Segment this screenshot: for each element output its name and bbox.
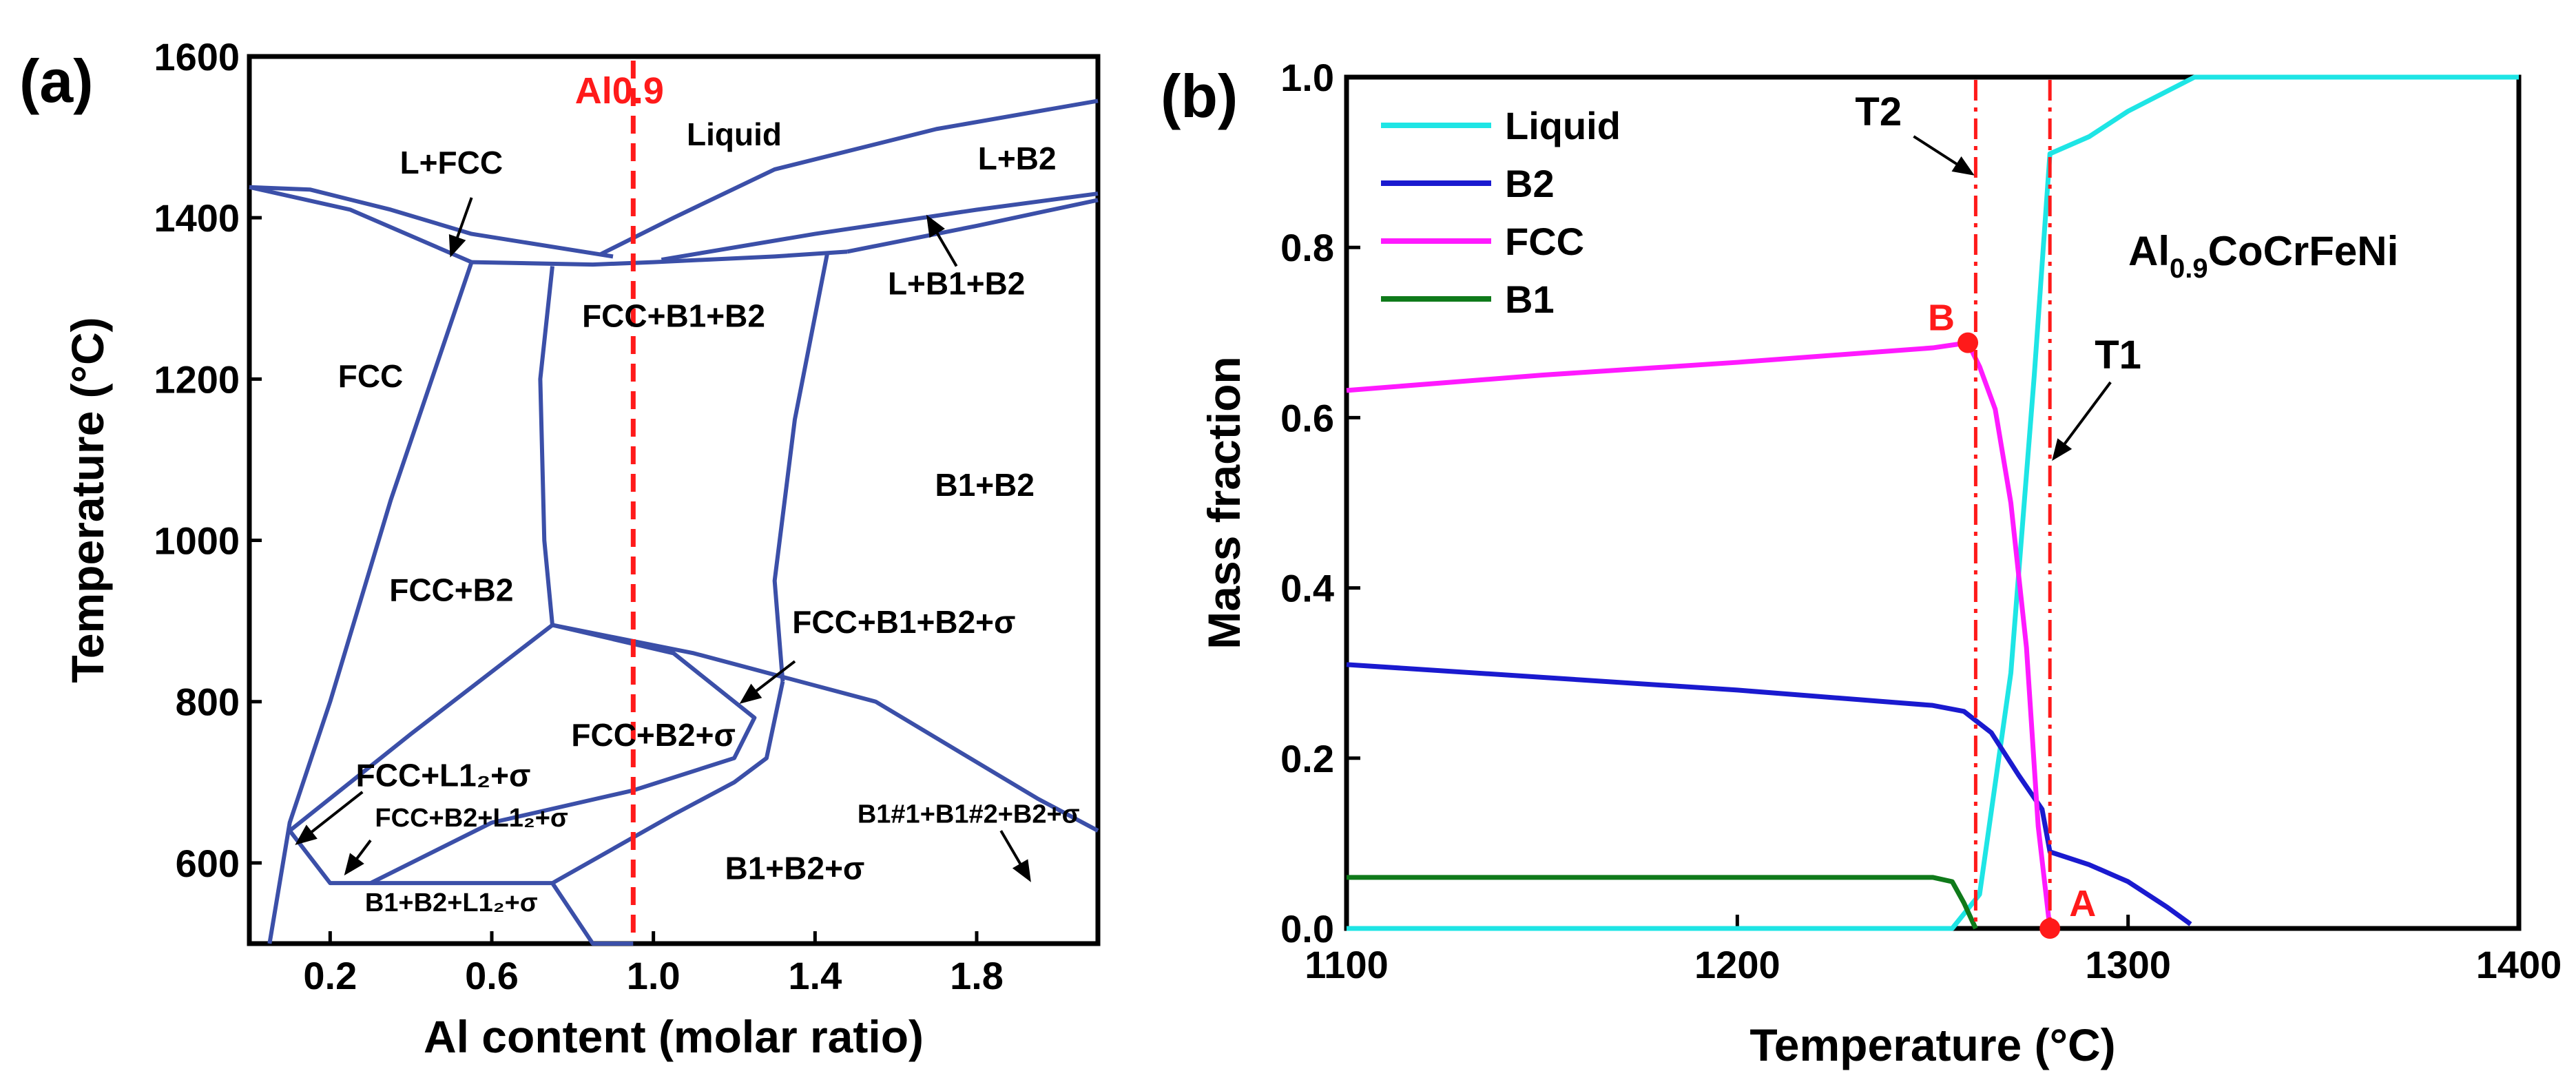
phase-region-label: L+B2	[978, 141, 1057, 176]
panel-a-y-axis-title: Temperature (°C)	[62, 317, 113, 683]
arrow-t1-head	[2052, 438, 2073, 461]
legend-label-b2: B2	[1505, 162, 1555, 205]
panel-b-x-tick-label: 1200	[1694, 943, 1780, 986]
panel-b-composition-label: Al0.9CoCrFeNi	[2128, 228, 2398, 284]
phase-boundary-L12-boundaries	[288, 829, 634, 946]
label-t1: T1	[2095, 333, 2141, 377]
label-t2: T2	[1855, 90, 1902, 134]
phase-boundary-liquidus-right	[600, 98, 1099, 256]
composition-sub: 0.9	[2170, 253, 2208, 284]
phase-boundary-solidus-left	[249, 185, 472, 264]
legend-label-liquid: Liquid	[1505, 104, 1621, 147]
point-b	[1957, 332, 1979, 353]
phase-boundary-solidus-mid	[471, 249, 848, 267]
phase-region-label: FCC+B1+B2+σ	[792, 604, 1015, 640]
phase-region-label: B1#1+B1#2+B2+σ	[858, 800, 1080, 829]
panel-b-x-tick-label: 1100	[1305, 943, 1389, 986]
composition-rest: CoCrFeNi	[2208, 228, 2399, 274]
panel-b-y-tick-label: 0.0	[1280, 907, 1334, 950]
panel-a-x-axis-title: Al content (molar ratio)	[424, 1011, 924, 1062]
phase-region-label: FCC+B2+σ	[571, 717, 736, 753]
phase-region-label: FCC+L1₂+σ	[356, 758, 531, 793]
arrow-b1-b1-b2-sigma-head	[1012, 859, 1031, 882]
arrow-fcc-b2-l12-sigma-head	[344, 853, 364, 876]
phase-boundary-L+B2-lower	[661, 191, 1099, 262]
phase-boundary-sigma-upper	[552, 623, 1099, 833]
point-label-b: B	[1928, 298, 1955, 339]
panel-a-marker-label: Al0.9	[575, 70, 664, 112]
arrow-l-fcc-head	[448, 234, 466, 258]
phase-boundary-B1-left	[538, 266, 554, 625]
panel-b-x-tick-label: 1300	[2085, 943, 2171, 986]
phase-boundary-L+B1+B2-lower	[846, 198, 1099, 254]
panel-a-y-tick-label: 800	[176, 680, 240, 724]
panel-b-y-tick-label: 0.2	[1280, 737, 1334, 780]
series-line-b1	[1347, 875, 1978, 930]
panel-a-x-tick-label: 0.6	[465, 954, 519, 997]
panel-a-y-tick-label: 1600	[154, 35, 240, 79]
panel-a-x-tick-label: 1.4	[788, 954, 842, 997]
panel-a-label: (a)	[19, 47, 94, 115]
arrow-fcc-b1-b2-sigma-head	[739, 683, 762, 704]
phase-region-label: L+B1+B2	[888, 265, 1025, 301]
panel-b-y-tick-label: 0.6	[1280, 396, 1334, 439]
phase-region-label: FCC+B2	[389, 572, 513, 607]
panel-a-y-tick-label: 600	[176, 842, 240, 885]
panel-b-label: (b)	[1161, 62, 1238, 130]
point-a	[2039, 918, 2061, 939]
composition-base: Al	[2128, 228, 2170, 274]
panel-b-y-axis-title: Mass fraction	[1198, 356, 1249, 649]
phase-region-label: B1+B2+L1₂+σ	[365, 889, 538, 917]
point-label-a: A	[2069, 883, 2096, 924]
panel-b-x-tick-label: 1400	[2476, 943, 2562, 986]
panel-a-y-tick-label: 1400	[154, 196, 240, 240]
phase-boundary-B1-right	[772, 253, 829, 682]
phase-boundary-FCC+B2-lower	[288, 623, 554, 833]
phase-region-label: L+FCC	[400, 145, 503, 180]
panel-b-chart: (b) 1100 1200 1300 1400 0.0 0.2 0.4 0.6 0.8 1.0 B…	[1161, 56, 2562, 1070]
panel-b-x-axis-title: Temperature (°C)	[1749, 1019, 2115, 1070]
phase-region-label: B1+B2+σ	[725, 850, 865, 886]
arrow-fcc-l12-sigma-head	[295, 824, 318, 845]
phase-region-label: Liquid	[687, 116, 782, 152]
legend-label-b1: B1	[1505, 278, 1555, 321]
series-line-b2	[1346, 662, 2192, 926]
panel-a-frame	[247, 54, 1101, 946]
panel-a-chart: (a) 0.2 0.6 1.0 1.4 1.8 600 800 1000 1200 1400 160…	[19, 35, 1101, 1062]
phase-region-label: FCC+B2+L1₂+σ	[375, 804, 568, 833]
series-line-fcc	[1346, 340, 2053, 929]
arrow-l-b1-b2-head	[926, 214, 945, 238]
phase-region-label: FCC+B1+B2	[582, 298, 765, 333]
legend-label-fcc: FCC	[1505, 220, 1584, 263]
arrow-t2-head	[1951, 156, 1975, 176]
panel-a-x-tick-label: 0.2	[303, 954, 357, 997]
panel-a-y-tick-label: 1000	[154, 519, 240, 563]
panel-a-y-tick-label: 1200	[154, 357, 240, 401]
phase-boundary-FCC-solvus	[267, 261, 474, 944]
panel-b-y-tick-label: 1.0	[1280, 56, 1334, 99]
phase-boundary-liquidus-left	[249, 185, 614, 259]
phase-region-label: B1+B2	[935, 467, 1034, 503]
panel-a-x-tick-label: 1.0	[627, 954, 681, 997]
panel-b-y-tick-label: 0.4	[1280, 567, 1334, 610]
phase-region-label: FCC	[338, 358, 404, 394]
panel-a-x-tick-label: 1.8	[950, 954, 1004, 997]
panel-b-y-tick-label: 0.8	[1280, 226, 1334, 269]
phase-boundary-sigma-lobe	[369, 623, 757, 885]
